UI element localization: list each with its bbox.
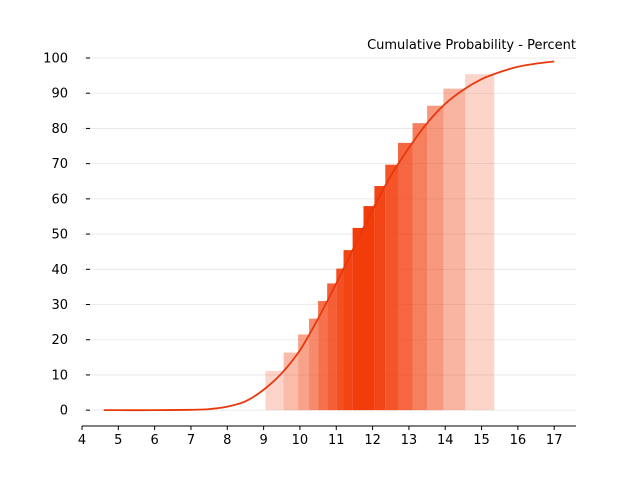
y-tick-label-2: 20 [51,333,68,348]
x-tick-label-4: 8 [223,433,231,448]
probability-band-6 [336,268,344,411]
probability-band-15 [443,88,466,411]
probability-band-0 [265,370,284,411]
y-tick-label-9: 90 [51,87,68,102]
x-tick-label-7: 11 [328,433,345,448]
x-tick-label-10: 14 [437,433,454,448]
x-tick-label-11: 15 [473,433,490,448]
probability-bands [265,74,495,411]
probability-band-8 [352,227,364,411]
probability-band-9 [363,206,375,411]
y-axis-ticks: 0 10 20 30 40 50 60 70 80 90 100 [43,52,90,419]
probability-band-14 [427,105,444,411]
y-tick-label-8: 80 [51,122,68,137]
grid-lines [82,57,576,411]
x-tick-label-5: 9 [259,433,267,448]
y-tick-label-10: 100 [43,52,68,67]
x-tick-label-3: 7 [187,433,195,448]
probability-band-4 [318,300,328,411]
x-tick-label-2: 6 [151,433,159,448]
probability-band-5 [327,283,337,411]
x-tick-label-12: 16 [510,433,527,448]
y-tick-label-5: 50 [51,228,68,243]
x-tick-label-0: 4 [78,433,86,448]
y-tick-label-3: 30 [51,298,68,313]
y-tick-label-1: 10 [51,368,68,383]
y-tick-label-6: 60 [51,192,68,207]
probability-band-3 [309,318,319,411]
chart-title: Cumulative Probability - Percent [367,38,576,53]
y-tick-label-0: 0 [60,404,68,419]
y-tick-label-4: 40 [51,263,68,278]
probability-band-7 [343,250,353,411]
probability-band-2 [298,334,310,411]
probability-band-11 [385,164,399,411]
x-tick-label-13: 17 [546,433,563,448]
cdf-line-group [103,60,555,412]
probability-band-13 [412,123,428,411]
x-tick-label-9: 13 [401,433,418,448]
y-tick-label-7: 70 [51,157,68,172]
x-tick-label-1: 5 [114,433,122,448]
x-axis-ticks: 4 5 6 7 8 9 10 11 12 13 14 15 16 17 [78,426,563,448]
cdf-line [103,60,555,412]
x-tick-label-8: 12 [364,433,381,448]
probability-band-12 [398,142,413,411]
x-tick-label-6: 10 [292,433,309,448]
probability-band-10 [374,186,386,411]
probability-band-16 [465,74,495,411]
